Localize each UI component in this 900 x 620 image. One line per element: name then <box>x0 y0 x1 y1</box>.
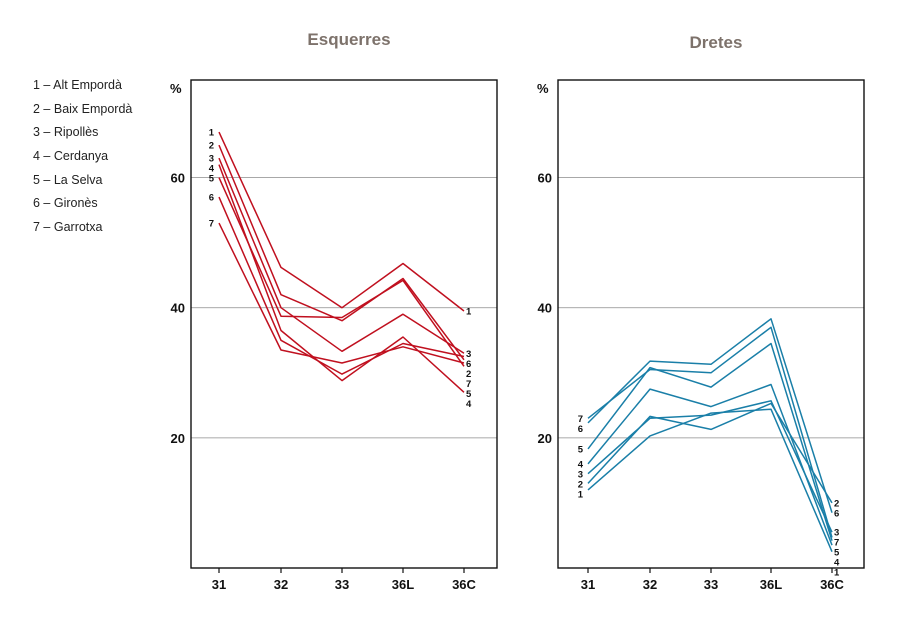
legend-number: 3 <box>33 125 40 140</box>
series-label-3: 3 <box>209 154 214 165</box>
x-tick-label: 33 <box>335 577 349 592</box>
legend-separator: – <box>39 101 54 116</box>
series-line-2 <box>218 144 465 361</box>
series-label-6: 6 <box>209 193 214 204</box>
y-axis-unit: % <box>170 81 182 96</box>
series-line-7 <box>218 222 465 364</box>
x-tick-label: 33 <box>704 577 718 592</box>
legend-item: 4 – Cerdanya <box>33 147 132 171</box>
y-tick-label: 60 <box>538 171 552 186</box>
x-tick-label: 36C <box>452 577 476 592</box>
series-label-7: 7 <box>834 538 839 549</box>
series-label-3: 3 <box>578 469 583 480</box>
series-label-1: 1 <box>578 489 584 500</box>
series-label-7: 7 <box>209 219 214 230</box>
series-label-2: 2 <box>209 141 214 152</box>
plot-frame <box>190 79 498 569</box>
series-line-4 <box>587 383 833 546</box>
series-line-3 <box>218 157 465 354</box>
legend-separator: – <box>39 125 54 140</box>
y-tick-label: 20 <box>171 431 185 446</box>
series-line-6 <box>587 318 833 513</box>
y-axis-unit: % <box>537 81 549 96</box>
series-label-4: 4 <box>466 399 472 410</box>
series-label-6: 6 <box>834 508 839 519</box>
series-label-1: 1 <box>834 568 840 579</box>
legend-item: 7 – Garrotxa <box>33 218 132 242</box>
legend-number: 2 <box>33 101 40 116</box>
series-label-6: 6 <box>466 359 471 370</box>
series-label-2: 2 <box>466 369 471 380</box>
legend-item: 6 – Gironès <box>33 194 132 218</box>
series-line-6 <box>218 196 465 375</box>
series-label-3: 3 <box>466 349 471 360</box>
legend-name: Gironès <box>53 196 98 211</box>
y-tick-label: 40 <box>171 301 185 316</box>
series-label-5: 5 <box>209 174 215 185</box>
x-tick-label: 36L <box>392 577 414 592</box>
x-tick-label: 31 <box>212 577 226 592</box>
legend-name: Ripollès <box>53 125 99 140</box>
series-line-4 <box>218 164 465 393</box>
legend-name: Garrotxa <box>53 220 103 235</box>
series-line-1 <box>218 131 465 312</box>
y-tick-label: 40 <box>538 301 552 316</box>
legend-separator: – <box>39 220 54 235</box>
series-line-5 <box>218 177 465 367</box>
legend-name: Alt Empordà <box>53 78 122 92</box>
y-tick-label: 60 <box>171 171 185 186</box>
legend: 1 – Alt Empordà 2 – Baix Empordà 3 – Ripol… <box>33 76 132 242</box>
series-label-6: 6 <box>578 424 583 435</box>
legend-name: Baix Empordà <box>53 101 133 116</box>
series-label-4: 4 <box>578 459 584 470</box>
legend-separator: – <box>39 196 54 211</box>
legend-number: 4 <box>33 149 40 164</box>
series-label-4: 4 <box>209 164 215 175</box>
legend-number: 5 <box>33 172 40 187</box>
series-label-2: 2 <box>834 498 839 509</box>
legend-item: 2 – Baix Empordà <box>33 100 132 124</box>
legend-number: 6 <box>33 196 40 211</box>
series-label-5: 5 <box>834 548 840 559</box>
legend-item: 3 – Ripollès <box>33 123 132 147</box>
legend-name: La Selva <box>53 172 103 187</box>
legend-number: 7 <box>33 220 40 235</box>
legend-item: 1 – Alt Empordà <box>33 76 132 100</box>
series-label-5: 5 <box>466 389 472 400</box>
legend-separator: – <box>39 149 54 164</box>
series-line-7 <box>587 326 833 538</box>
legend-name: Cerdanya <box>53 149 109 164</box>
series-label-2: 2 <box>578 479 583 490</box>
y-tick-label: 20 <box>538 431 552 446</box>
series-label-1: 1 <box>209 128 215 139</box>
series-label-7: 7 <box>466 379 471 390</box>
legend-separator: – <box>39 78 54 92</box>
legend-separator: – <box>39 172 54 187</box>
series-line-5 <box>587 342 833 541</box>
legend-item: 5 – La Selva <box>33 171 132 195</box>
series-label-4: 4 <box>834 558 840 569</box>
x-tick-label: 36C <box>820 577 844 592</box>
series-line-1 <box>587 408 833 552</box>
series-label-7: 7 <box>578 414 583 425</box>
legend-number: 1 <box>33 78 40 92</box>
x-tick-label: 36L <box>760 577 782 592</box>
x-tick-label: 31 <box>581 577 595 592</box>
series-label-1: 1 <box>466 306 472 317</box>
series-label-5: 5 <box>578 444 584 455</box>
series-line-3 <box>587 400 833 533</box>
x-tick-label: 32 <box>643 577 657 592</box>
x-tick-label: 32 <box>274 577 288 592</box>
chart-title: Esquerres <box>307 30 390 49</box>
series-label-3: 3 <box>834 528 839 539</box>
chart-title: Dretes <box>690 33 743 52</box>
